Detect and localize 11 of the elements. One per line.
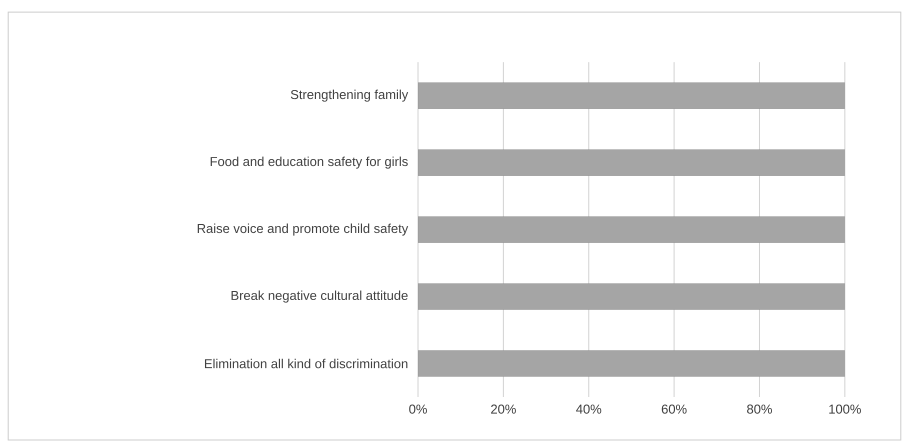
y-tick-label: Food and education safety for girls	[210, 156, 408, 169]
x-tick-label: 100%	[829, 404, 861, 414]
y-tick-label: Strengthening family	[290, 90, 408, 102]
x-tick-label: 40%	[576, 404, 602, 414]
y-tick-label: Raise voice and promote child safety	[198, 223, 408, 236]
y-tick-label: Elimination all kind of discrimination	[204, 358, 408, 368]
y-tick-label: Break negative cultural attitude	[232, 290, 408, 302]
x-tick-label: 0%	[409, 404, 427, 414]
x-tick-label: 20%	[491, 404, 516, 414]
x-tick-label: 60%	[662, 404, 687, 414]
x-tick-label: 80%	[747, 404, 772, 414]
